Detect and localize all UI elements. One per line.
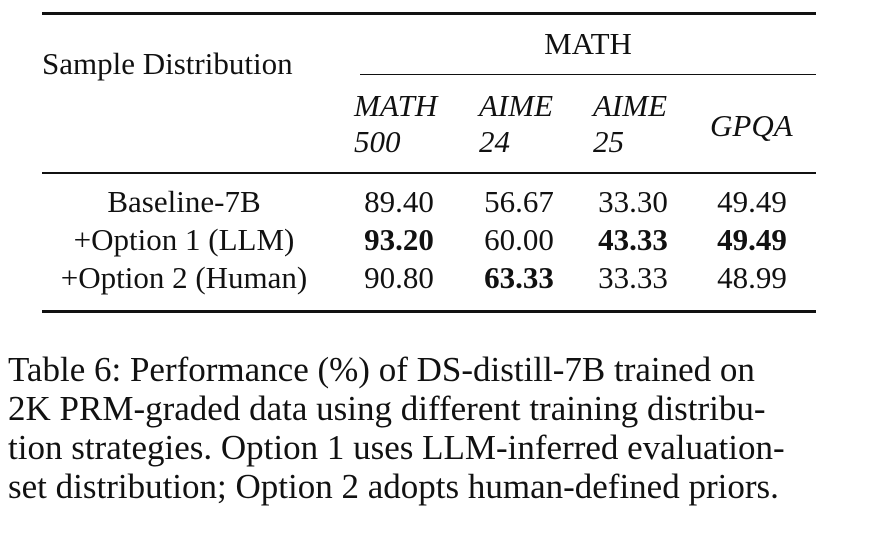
table-caption: Table 6: Performance (%) of DS-distill-7… xyxy=(8,350,868,506)
results-table: Sample Distribution MATH MATH 500 AIME 2… xyxy=(42,12,816,314)
cell-baseline-gpqa: 49.49 xyxy=(717,184,787,219)
subheader-aime25-line1: AIME xyxy=(593,88,668,123)
header-math-group: MATH xyxy=(544,26,632,61)
subheader-aime24-line1: AIME xyxy=(479,88,554,123)
subheader-aime25-line2: 25 xyxy=(593,124,624,159)
subheader-aime24-line2: 24 xyxy=(479,124,510,159)
subheader-math500: MATH 500 xyxy=(354,88,437,160)
caption-line-2: 2K PRM-graded data using different train… xyxy=(8,389,766,428)
cell-option1-aime25: 43.33 xyxy=(598,222,668,257)
cell-option1-math500: 93.20 xyxy=(364,222,434,257)
caption-line-4: set distribution; Option 2 adopts human-… xyxy=(8,467,779,506)
header-sample-distribution: Sample Distribution xyxy=(42,46,293,81)
subheader-aime25: AIME 25 xyxy=(593,88,667,160)
subheader-gpqa: GPQA xyxy=(710,108,793,144)
cell-baseline-math500: 89.40 xyxy=(364,184,434,219)
cell-option2-math500: 90.80 xyxy=(364,260,434,295)
row-label-baseline: Baseline-7B xyxy=(107,184,261,219)
cell-option2-aime25: 33.33 xyxy=(598,260,668,295)
subheader-math500-line1: MATH xyxy=(354,88,438,123)
cell-baseline-aime25: 33.30 xyxy=(598,184,668,219)
cell-baseline-aime24: 56.67 xyxy=(484,184,554,219)
row-label-option1: +Option 1 (LLM) xyxy=(73,222,295,257)
table-top-rule xyxy=(42,12,816,15)
row-label-option2: +Option 2 (Human) xyxy=(60,260,308,295)
cell-option2-aime24: 63.33 xyxy=(484,260,554,295)
caption-line-1: Table 6: Performance (%) of DS-distill-7… xyxy=(8,350,755,389)
caption-line-3: tion strategies. Option 1 uses LLM-infer… xyxy=(8,428,785,467)
cell-option1-gpqa: 49.49 xyxy=(717,222,787,257)
subheader-aime24: AIME 24 xyxy=(479,88,553,160)
subheader-math500-line2: 500 xyxy=(354,124,401,159)
table-bottom-rule xyxy=(42,310,816,313)
math-group-rule xyxy=(360,74,816,75)
table-header-rule xyxy=(42,172,816,174)
cell-option2-gpqa: 48.99 xyxy=(717,260,787,295)
cell-option1-aime24: 60.00 xyxy=(484,222,554,257)
subheader-gpqa-line1: GPQA xyxy=(710,108,793,143)
